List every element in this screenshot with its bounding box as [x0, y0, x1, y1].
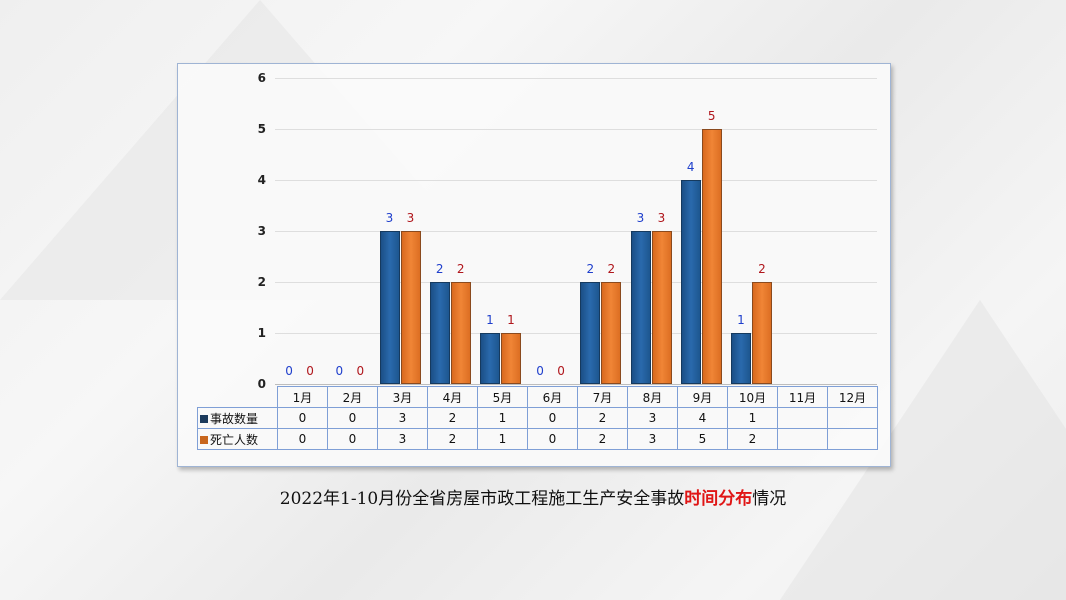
table-header-cell: 12月 [827, 386, 878, 408]
table-cell: 2 [577, 407, 628, 429]
bar-deaths [400, 231, 421, 384]
table-header-cell: 10月 [727, 386, 778, 408]
table-cell: 1 [727, 407, 778, 429]
bar-deaths [651, 231, 672, 384]
gridline [275, 282, 877, 283]
table-cell [827, 428, 878, 450]
data-table-row: 死亡人数 0 0 3 2 1 0 2 3 5 2 [197, 428, 878, 450]
y-tick-label: 5 [257, 122, 266, 136]
y-tick-label: 0 [257, 377, 266, 391]
data-table-header-row: 1月 2月 3月 4月 5月 6月 7月 8月 9月 10月 11月 12月 [197, 386, 878, 408]
legend-swatch-icon [200, 435, 208, 444]
gridline [275, 231, 877, 232]
gridline [275, 129, 877, 130]
caption-suffix: 情况 [752, 489, 787, 509]
table-cell: 2 [427, 407, 478, 429]
table-cell: 2 [427, 428, 478, 450]
bar-deaths [500, 333, 521, 384]
data-label: 5 [707, 109, 716, 123]
table-cell: 3 [377, 428, 428, 450]
data-label: 3 [385, 211, 394, 225]
data-label: 3 [657, 211, 666, 225]
data-label: 0 [536, 364, 544, 378]
data-label: 4 [686, 160, 695, 174]
caption-prefix: 2022年1-10月份全省房屋市政工程施工生产安全事故 [279, 489, 685, 509]
data-label: 0 [285, 364, 293, 378]
table-cell: 1 [477, 428, 528, 450]
table-header-cell: 5月 [477, 386, 528, 408]
data-label: 2 [586, 262, 595, 276]
legend-key: 事故数量 [197, 407, 278, 429]
bar-deaths [450, 282, 471, 384]
bar-deaths [601, 282, 622, 384]
data-label: 0 [306, 364, 314, 378]
data-label: 1 [507, 313, 515, 327]
gridline [275, 78, 877, 79]
table-cell: 3 [377, 407, 428, 429]
chart-caption: 2022年1-10月份全省房屋市政工程施工生产安全事故时间分布情况 [0, 484, 1066, 509]
bar-accidents [730, 333, 751, 384]
bar-accidents [680, 180, 701, 384]
table-cell: 5 [677, 428, 728, 450]
data-label: 2 [435, 262, 444, 276]
y-tick-label: 1 [257, 326, 266, 340]
table-header-cell: 3月 [377, 386, 428, 408]
table-header-cell: 7月 [577, 386, 628, 408]
data-label: 3 [636, 211, 645, 225]
x-axis-line [275, 384, 877, 385]
legend-label: 死亡人数 [210, 432, 259, 447]
bar-accidents [379, 231, 400, 384]
legend-key: 死亡人数 [197, 428, 278, 450]
data-label: 0 [557, 364, 565, 378]
data-label: 1 [486, 313, 494, 327]
y-tick-label: 6 [257, 71, 266, 85]
table-cell [777, 407, 828, 429]
table-cell: 4 [677, 407, 728, 429]
table-header-cell: 4月 [427, 386, 478, 408]
table-header-cell: 11月 [777, 386, 828, 408]
y-tick-label: 2 [257, 275, 266, 289]
bar-accidents [580, 282, 601, 384]
bar-deaths [701, 129, 722, 384]
table-cell: 0 [327, 428, 378, 450]
table-cell: 2 [577, 428, 628, 450]
bar-accidents [429, 282, 450, 384]
table-cell: 0 [277, 407, 328, 429]
table-cell [777, 428, 828, 450]
y-tick-label: 3 [257, 224, 266, 238]
data-label: 2 [607, 262, 616, 276]
legend-label: 事故数量 [210, 411, 259, 426]
table-cell: 1 [477, 407, 528, 429]
bar-accidents [630, 231, 651, 384]
gridline [275, 333, 877, 334]
bar-deaths [751, 282, 772, 384]
data-label: 1 [737, 313, 745, 327]
data-table: 1月 2月 3月 4月 5月 6月 7月 8月 9月 10月 11月 12月 事故数量 0 0 3 2 1 0 2 3… [197, 386, 878, 450]
table-header-cell: 9月 [677, 386, 728, 408]
table-header-cell: 1月 [277, 386, 328, 408]
table-cell: 3 [627, 428, 678, 450]
data-label: 0 [335, 364, 344, 378]
y-tick-label: 4 [257, 173, 266, 187]
table-cell: 0 [527, 428, 578, 450]
table-header-cell: 6月 [527, 386, 578, 408]
table-cell [827, 407, 878, 429]
legend-swatch-icon [200, 414, 208, 423]
data-label: 2 [456, 262, 465, 276]
data-label: 2 [758, 262, 766, 276]
table-cell: 0 [277, 428, 328, 450]
table-cell: 3 [627, 407, 678, 429]
table-header-cell: 8月 [627, 386, 678, 408]
table-cell: 0 [327, 407, 378, 429]
data-table-row: 事故数量 0 0 3 2 1 0 2 3 4 1 [197, 407, 878, 429]
table-cell: 2 [727, 428, 778, 450]
gridline [275, 180, 877, 181]
table-cell: 0 [527, 407, 578, 429]
table-header-cell: 2月 [327, 386, 378, 408]
bar-accidents [479, 333, 500, 384]
caption-highlight: 时间分布 [684, 489, 753, 509]
data-label: 0 [356, 364, 365, 378]
data-label: 3 [406, 211, 415, 225]
